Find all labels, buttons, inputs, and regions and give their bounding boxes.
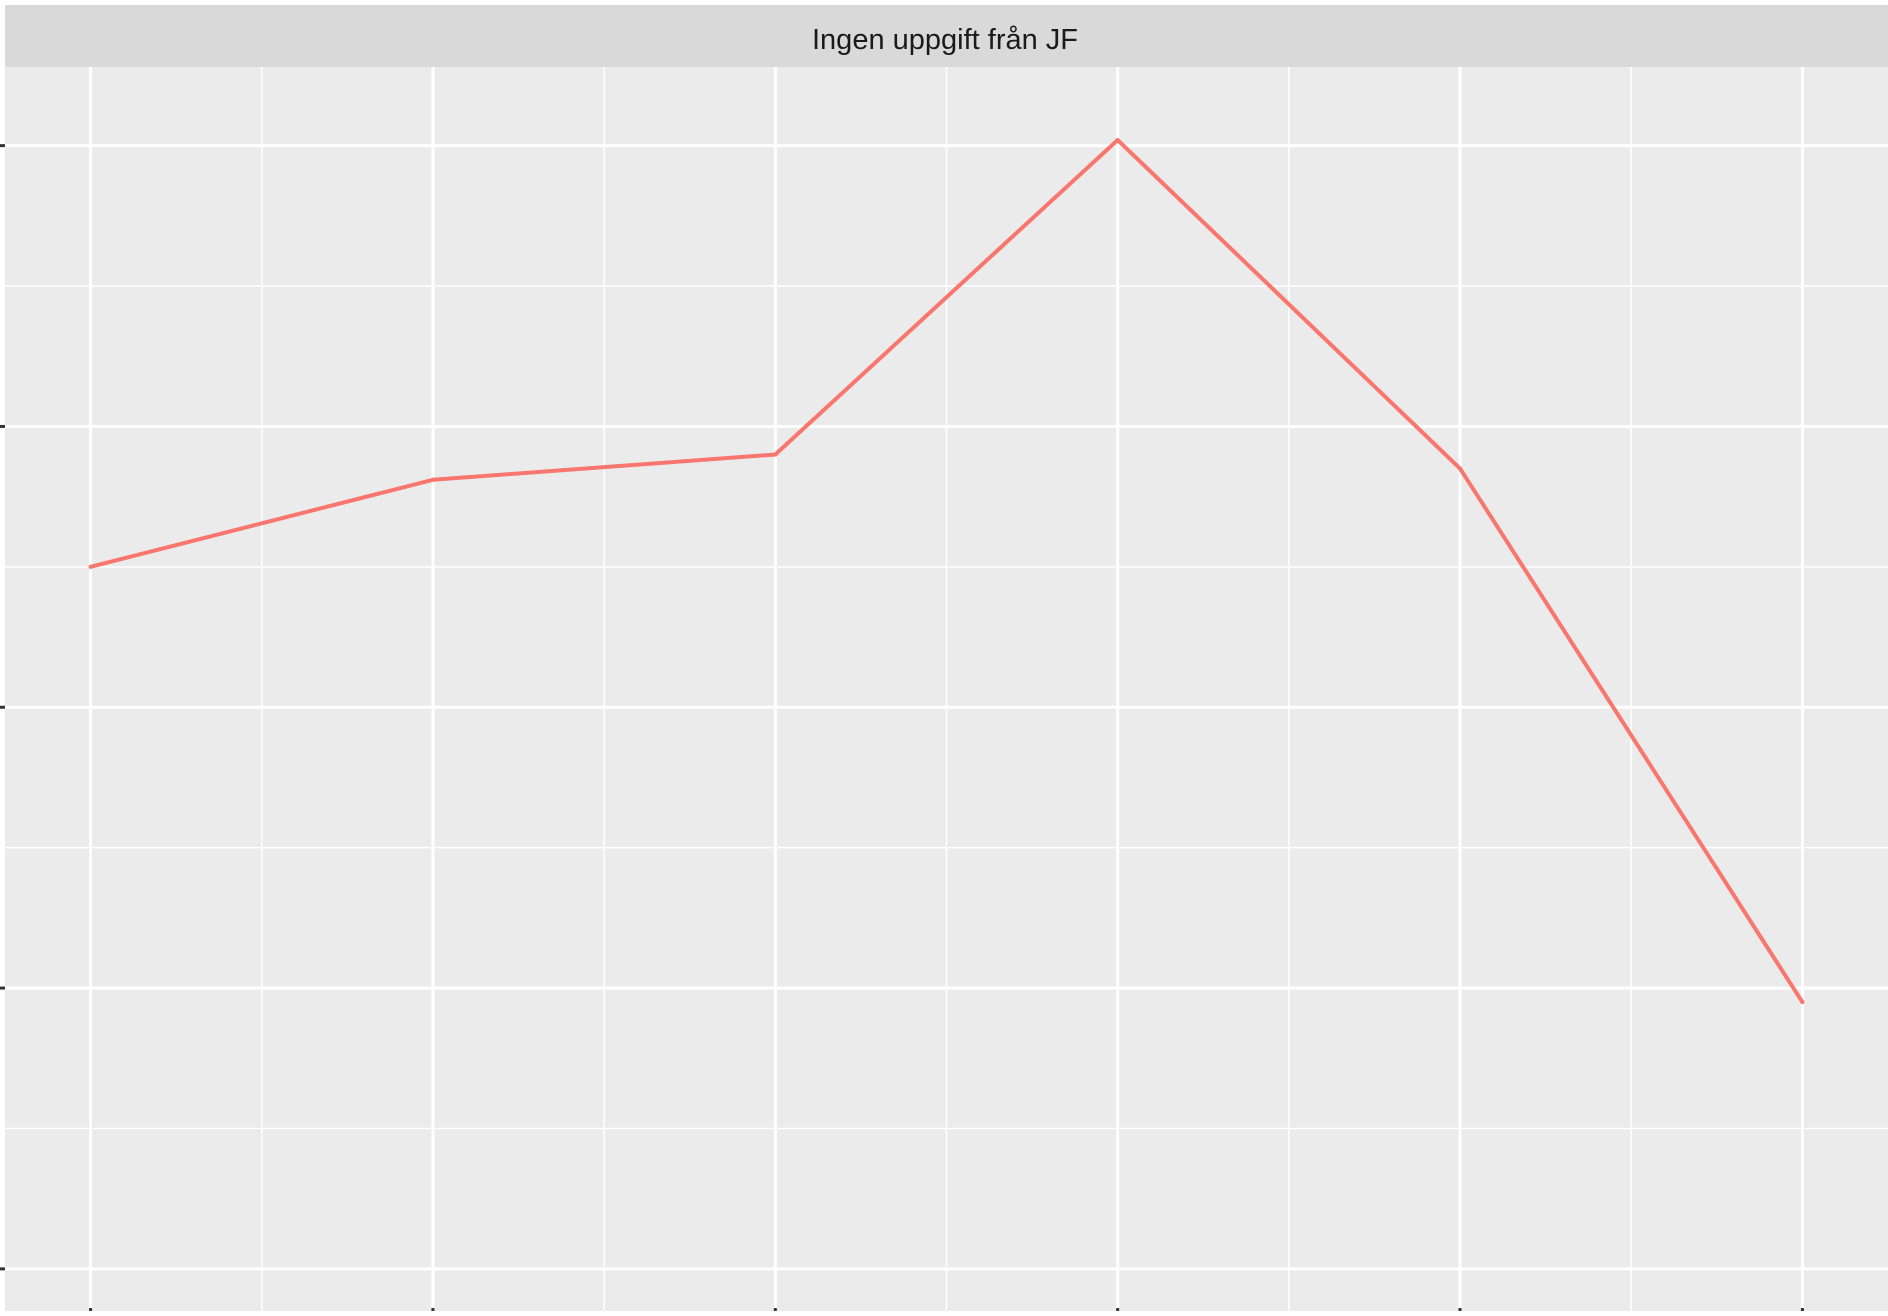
series-point — [1458, 466, 1463, 471]
facet-title: Ingen uppgift från JF — [812, 24, 1078, 56]
series-point — [1115, 138, 1120, 143]
grid-lines — [5, 67, 1888, 1311]
facet-strip — [5, 5, 1888, 67]
series-line — [90, 138, 1805, 1004]
axis-ticks — [0, 144, 1804, 1311]
series-point — [773, 452, 778, 457]
series-point — [430, 477, 435, 482]
series-point — [1800, 1000, 1805, 1005]
series-point — [88, 564, 93, 569]
series-layer — [88, 138, 1805, 1005]
